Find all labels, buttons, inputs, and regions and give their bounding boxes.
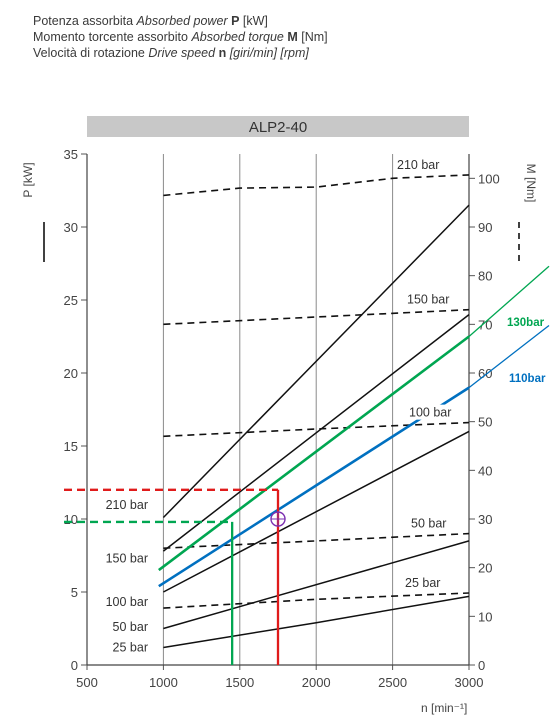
power-line-label: 25 bar (113, 640, 148, 654)
legend-speed-it: Velocità di rotazione (33, 46, 145, 60)
y-left-tick-label: 15 (64, 439, 78, 454)
legend-row-power: Potenza assorbita Absorbed power P [kW] (33, 13, 328, 29)
chart-title: ALP2-40 (249, 119, 307, 136)
y-right-tick-label: 70 (478, 317, 492, 332)
power-line-label-bg (105, 639, 151, 655)
overlay-line (158, 386, 470, 588)
legend-row-torque: Momento torcente assorbito Absorbed torq… (33, 29, 328, 45)
legend-speed-unit: [giri/min] [rpm] (229, 46, 309, 60)
overlay-label-130bar: 130bar (507, 317, 545, 329)
legend-row-speed: Velocità di rotazione Drive speed n [gir… (33, 45, 328, 61)
x-tick-label: 1500 (225, 675, 254, 690)
power-line (163, 540, 470, 630)
y-right-tick-label: 90 (478, 220, 492, 235)
y-right-axis-label: M [Nm] (524, 164, 538, 203)
x-tick-label: 2000 (302, 675, 331, 690)
legend-header: Potenza assorbita Absorbed power P [kW] … (33, 13, 328, 61)
legend-torque-unit: [Nm] (301, 30, 328, 44)
torque-line-label: 150 bar (407, 293, 449, 307)
y-left-tick-label: 35 (64, 147, 78, 162)
torque-line (163, 174, 470, 197)
power-line (163, 430, 470, 593)
overlay-leader-line (468, 265, 550, 337)
legend-torque-en: Absorbed torque (191, 30, 284, 44)
torque-line-label: 25 bar (405, 576, 440, 590)
torque-line (163, 532, 470, 549)
x-axis-label: n [min⁻¹] (421, 701, 467, 715)
power-line-label-bg (105, 619, 151, 635)
torque-line-label-bg (402, 574, 448, 590)
power-line (162, 204, 470, 519)
y-left-tick-label: 5 (71, 585, 78, 600)
overlay-label-110bar: 110bar (509, 373, 546, 385)
y-right-tick-label: 80 (478, 269, 492, 284)
y-left-tick-label: 20 (64, 366, 78, 381)
torque-line-label: 210 bar (397, 158, 439, 172)
y-left-tick-label: 25 (64, 293, 78, 308)
y-right-tick-label: 40 (478, 463, 492, 478)
y-right-tick-label: 100 (478, 171, 500, 186)
torque-line-label-bg (404, 291, 457, 307)
torque-line (163, 421, 470, 438)
power-line-label: 50 bar (113, 620, 148, 634)
overlay-leader-line (468, 324, 550, 389)
torque-line-label-bg (394, 156, 447, 172)
torque-line-label: 50 bar (411, 517, 446, 531)
torque-line-label-bg (406, 404, 459, 420)
legend-torque-symbol: M (287, 30, 298, 44)
power-line-label-bg (98, 594, 151, 610)
y-left-tick-label: 10 (64, 512, 78, 527)
y-right-tick-label: 30 (478, 512, 492, 527)
y-right-tick-label: 20 (478, 561, 492, 576)
torque-line (163, 308, 470, 326)
chart-title-bar (87, 116, 469, 137)
x-tick-label: 3000 (455, 675, 484, 690)
legend-torque-it: Momento torcente assorbito (33, 30, 188, 44)
power-line-label: 150 bar (106, 551, 148, 565)
y-right-tick-label: 10 (478, 609, 492, 624)
torque-line (163, 592, 470, 609)
torque-line-label-bg (408, 515, 454, 531)
x-tick-label: 1000 (149, 675, 178, 690)
legend-power-symbol: P (231, 14, 240, 28)
legend-speed-symbol: n (218, 46, 227, 60)
power-line-label-bg (98, 497, 151, 513)
torque-line-label: 100 bar (409, 406, 451, 420)
y-left-tick-label: 0 (71, 658, 78, 673)
x-tick-label: 500 (76, 675, 98, 690)
y-right-tick-label: 50 (478, 415, 492, 430)
power-line-label: 100 bar (106, 595, 148, 609)
legend-power-it: Potenza assorbita (33, 14, 134, 28)
power-line (163, 595, 470, 649)
y-left-tick-label: 30 (64, 220, 78, 235)
power-line-label: 210 bar (106, 498, 148, 512)
power-line (162, 314, 470, 552)
x-tick-label: 2500 (378, 675, 407, 690)
legend-power-en: Absorbed power (136, 14, 228, 28)
y-right-tick-label: 0 (478, 658, 485, 673)
legend-speed-en: Drive speed (148, 46, 216, 60)
legend-power-unit: [kW] (242, 14, 268, 28)
overlay-line (158, 335, 470, 572)
power-line-label-bg (98, 550, 151, 566)
y-left-axis-label: P [kW] (21, 162, 35, 197)
